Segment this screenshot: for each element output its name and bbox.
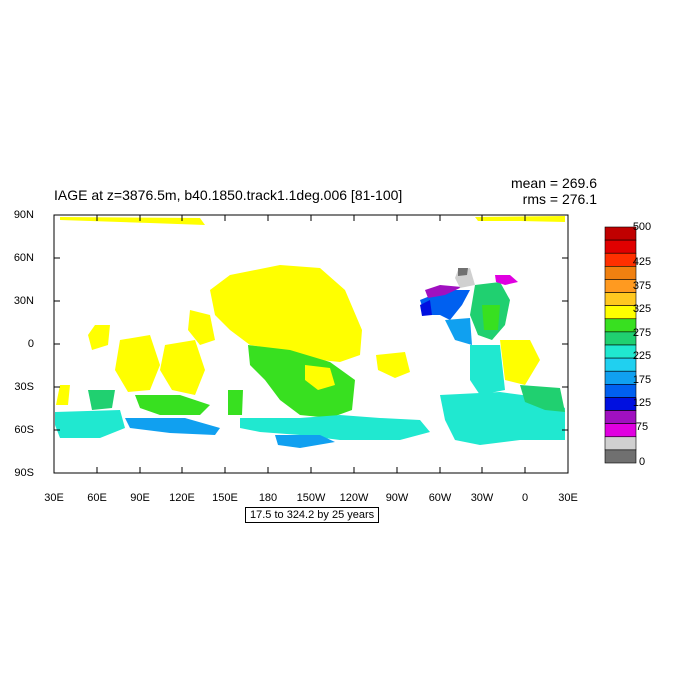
indian-green-3 xyxy=(228,390,243,415)
lat-label: 60S xyxy=(14,424,34,436)
lat-label: 30N xyxy=(13,295,34,307)
lon-label: 120W xyxy=(339,492,369,504)
lat-label: 30S xyxy=(14,381,34,393)
contour-range-label: 17.5 to 324.2 by 25 years xyxy=(245,507,380,523)
southern-blue-1 xyxy=(125,418,220,435)
pacific-yellow-2 xyxy=(188,310,215,345)
lon-label: 30W xyxy=(470,492,494,504)
madag-yellow xyxy=(56,385,70,405)
colorbar-label: 225 xyxy=(632,350,652,362)
indian-green-2 xyxy=(88,390,115,410)
colorbar-label: 275 xyxy=(632,327,652,339)
lon-label: 150E xyxy=(212,492,238,504)
lon-label: 150W xyxy=(296,492,326,504)
colorbar-label: 425 xyxy=(632,256,652,268)
colorbar-label: 325 xyxy=(632,303,652,315)
atlantic-cyan-upper xyxy=(445,318,472,345)
colorbar-swatch xyxy=(604,266,637,280)
atlantic-cyan-mid xyxy=(470,345,505,395)
lon-label: 60E xyxy=(87,492,107,504)
lon-label: 30E xyxy=(558,492,578,504)
atlantic-purple xyxy=(425,285,462,298)
lat-ticks xyxy=(54,214,568,474)
lon-label: 90E xyxy=(130,492,150,504)
atlantic-blue-tongue xyxy=(420,290,470,320)
map-field xyxy=(55,216,565,448)
lon-label: 120E xyxy=(169,492,195,504)
colorbar-label: 125 xyxy=(632,397,652,409)
lon-label: 180 xyxy=(258,492,278,504)
lon-ticks xyxy=(53,215,569,473)
atlantic-green-center xyxy=(482,305,500,330)
colorbar-swatch xyxy=(604,384,637,398)
lon-label: 60W xyxy=(428,492,452,504)
lat-label: 0 xyxy=(27,338,34,350)
colorbar-swatch xyxy=(604,449,637,464)
southern-blue-2 xyxy=(275,435,335,448)
lon-label: 90W xyxy=(385,492,409,504)
pacific-green xyxy=(248,345,355,418)
lat-label: 90S xyxy=(14,467,34,479)
colorbar-label: 75 xyxy=(635,421,649,433)
lon-label: 0 xyxy=(521,492,529,504)
pacific-yellow xyxy=(210,265,362,362)
colorbar-swatch xyxy=(604,239,637,254)
southern-cyan-west xyxy=(55,410,125,438)
colorbar-swatch xyxy=(604,436,637,451)
atlantic-green-se xyxy=(520,385,565,412)
plot-title: IAGE at z=3876.5m, b40.1850.track1.1deg.… xyxy=(54,187,403,203)
colorbar-label: 175 xyxy=(632,374,652,386)
lat-label: 90N xyxy=(13,209,34,221)
southern-cyan-mid xyxy=(240,415,430,440)
atlantic-navy xyxy=(420,300,432,316)
arctic-yellow-west xyxy=(60,217,205,225)
mean-stat: mean = 269.6 xyxy=(510,175,597,191)
indian-yellow-1 xyxy=(88,325,110,350)
colorbar-label: 0 xyxy=(638,456,646,468)
indian-green xyxy=(135,395,210,415)
indian-yellow-2 xyxy=(115,335,160,392)
atlantic-magenta xyxy=(495,275,518,285)
arctic-yellow-east xyxy=(475,216,565,222)
atl-yellow-s2 xyxy=(500,340,540,385)
atlantic-darkgray xyxy=(458,268,468,276)
colorbar-label: 500 xyxy=(632,221,652,233)
colorbar-label: 375 xyxy=(632,280,652,292)
lat-label: 60N xyxy=(13,252,34,264)
rms-stat: rms = 276.1 xyxy=(522,191,597,207)
atl-yellow-s xyxy=(376,352,410,378)
lon-label: 30E xyxy=(44,492,64,504)
pacific-yellow-center xyxy=(305,365,335,390)
indian-yellow-3 xyxy=(160,340,205,395)
colorbar xyxy=(604,226,637,464)
